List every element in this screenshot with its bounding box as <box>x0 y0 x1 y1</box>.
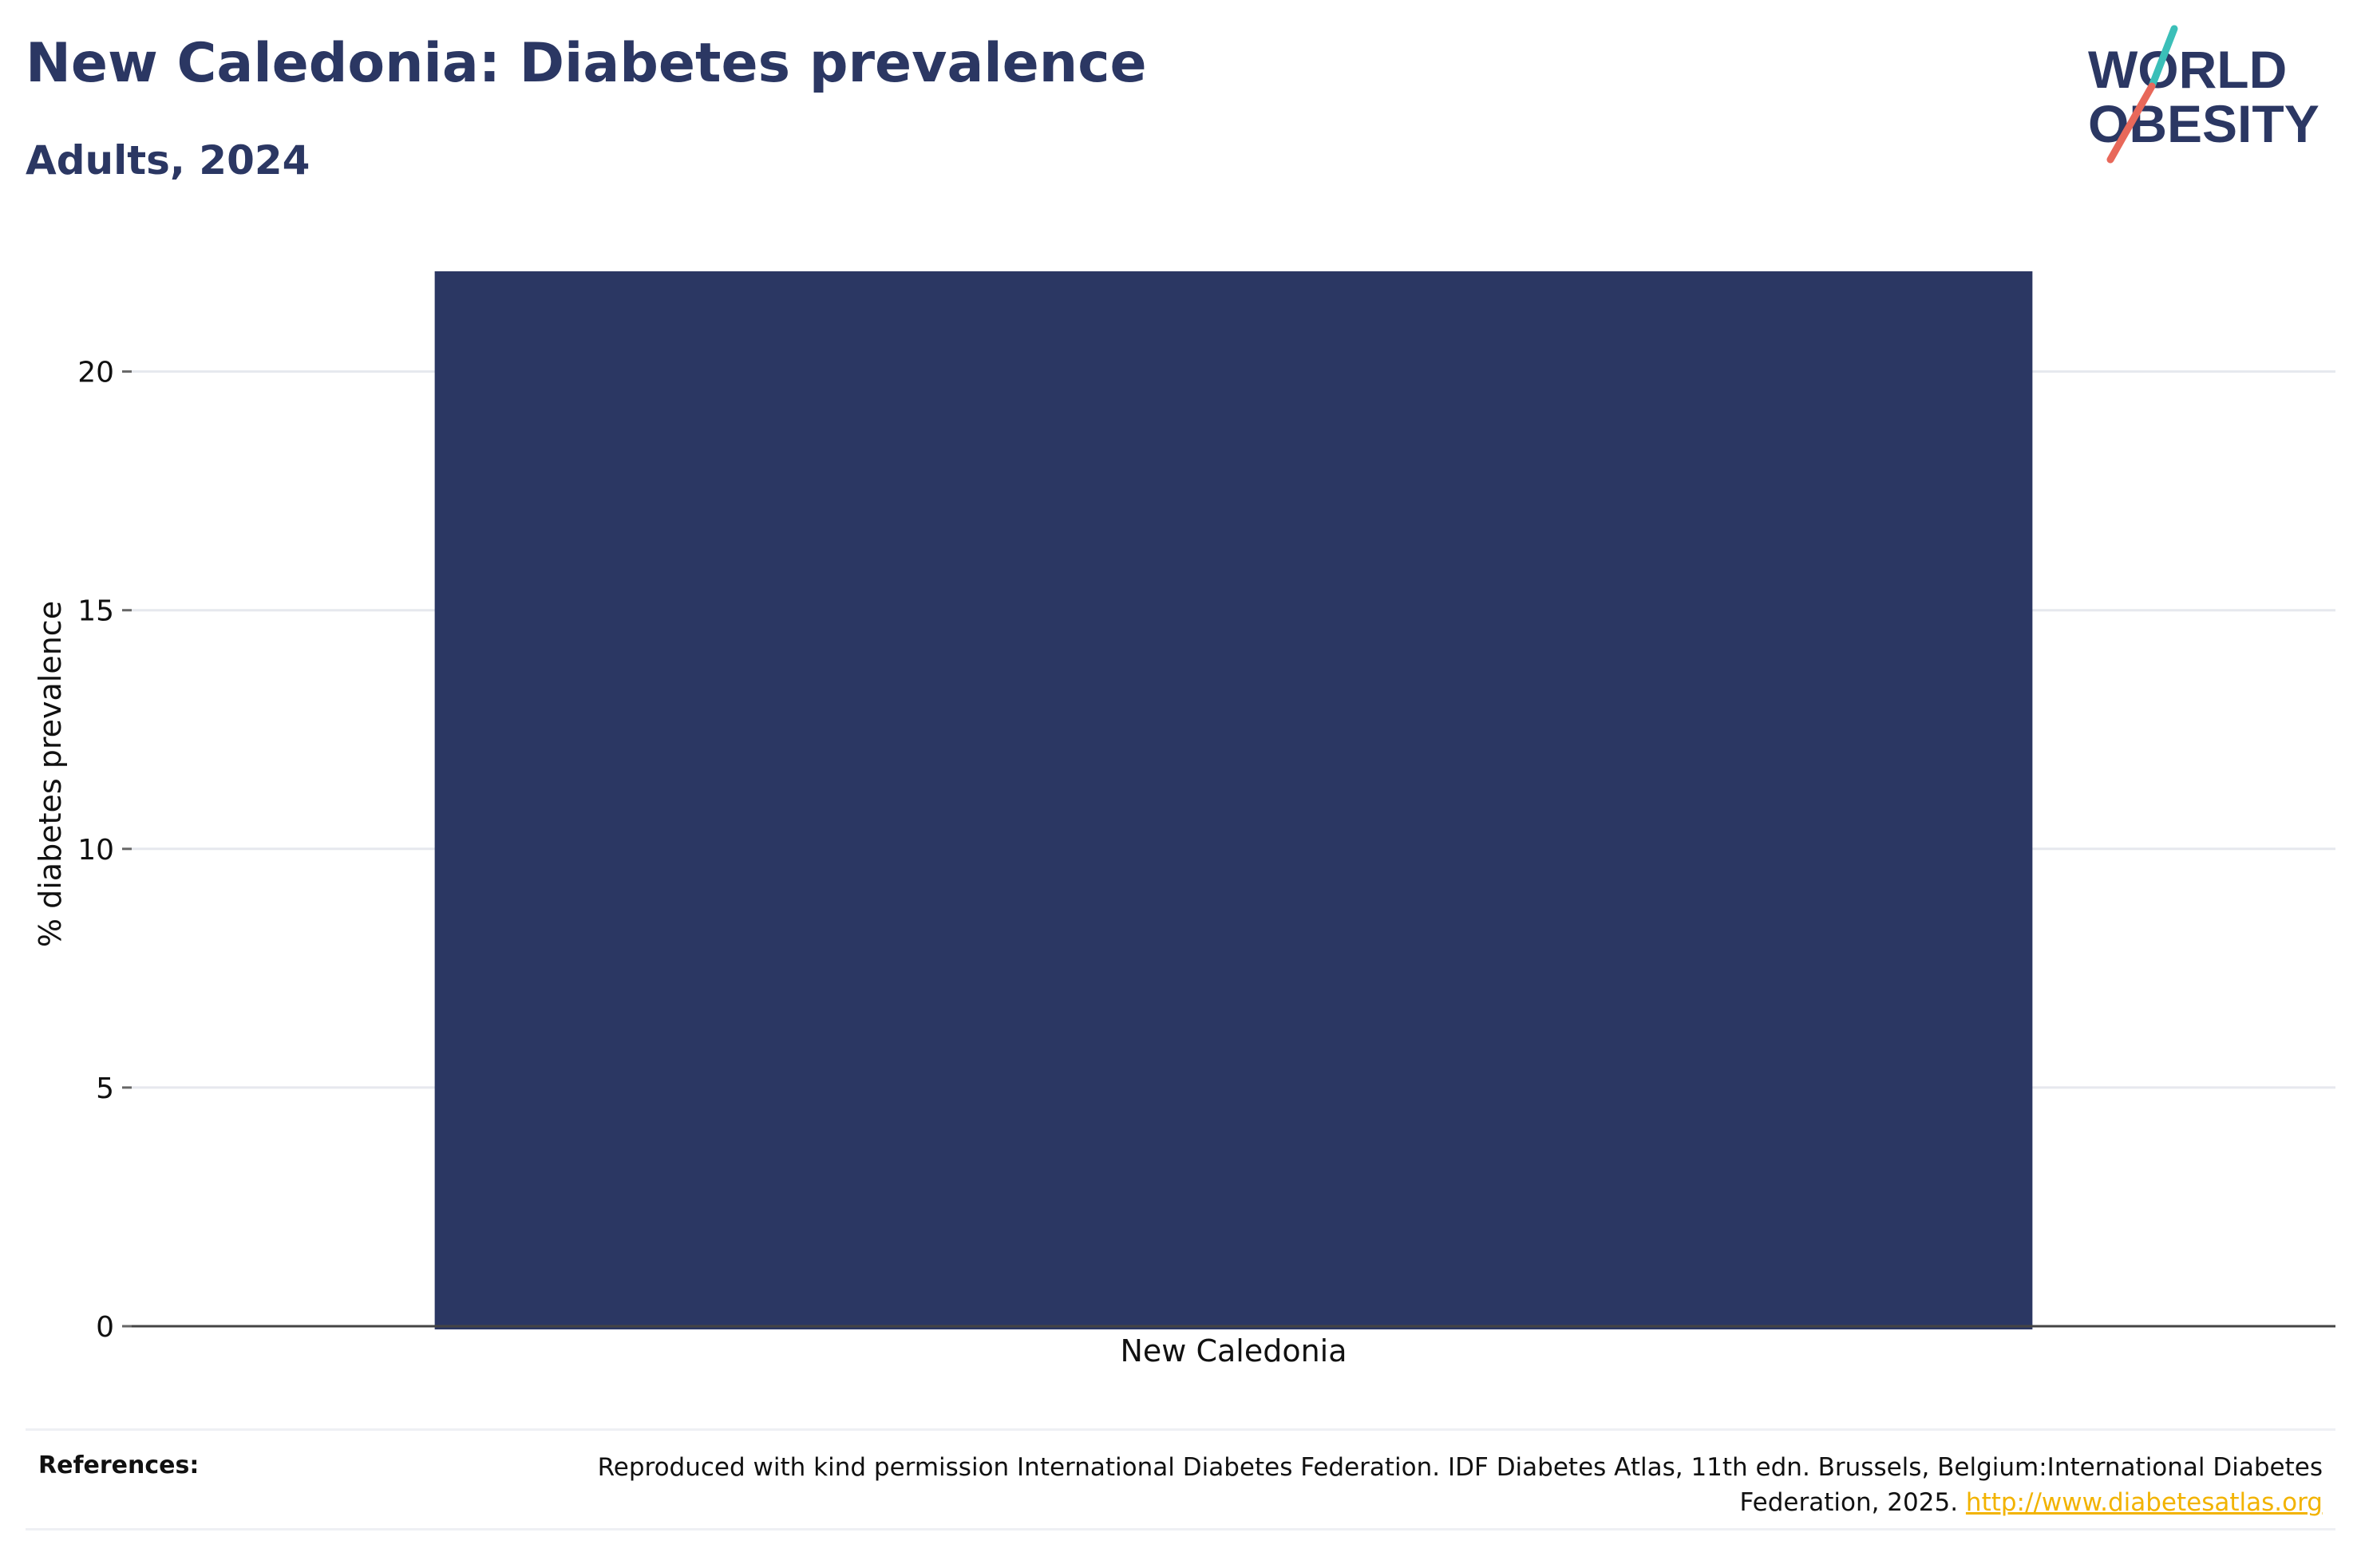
y-tick-label: 20 <box>77 357 114 389</box>
references-citation: Reproduced with kind permission Internat… <box>597 1453 2323 1517</box>
y-tick-label: 0 <box>96 1311 114 1344</box>
references-box: References: Reproduced with kind permiss… <box>26 1428 2335 1530</box>
y-tick-label: 5 <box>96 1072 114 1105</box>
chart-title: New Caledonia: Diabetes prevalence <box>26 32 1147 95</box>
references-link[interactable]: http://www.diabetesatlas.org <box>1965 1488 2323 1517</box>
logo-slash-bottom <box>2106 82 2156 164</box>
y-tick-label: 10 <box>77 834 114 867</box>
logo-slash-top <box>2148 25 2178 90</box>
x-tick-label: New Caledonia <box>1120 1333 1347 1369</box>
bar-chart: 0 5 10 15 20 New Caledonia % diabetes prevale… <box>33 271 2335 1369</box>
bars <box>434 271 2033 1329</box>
y-axis-label: % diabetes prevalence <box>33 601 68 947</box>
logo-line-1: WORLD <box>2088 40 2287 99</box>
axes: 0 5 10 15 20 New Caledonia <box>77 357 2335 1369</box>
bar[interactable] <box>434 271 2033 1329</box>
world-obesity-logo: WORLD OBESITY <box>2088 25 2319 164</box>
references-text: Reproduced with kind permission Internat… <box>567 1450 2323 1520</box>
chart-subtitle: Adults, 2024 <box>26 137 310 184</box>
y-tick-label: 15 <box>77 595 114 628</box>
references-label: References: <box>38 1451 200 1479</box>
